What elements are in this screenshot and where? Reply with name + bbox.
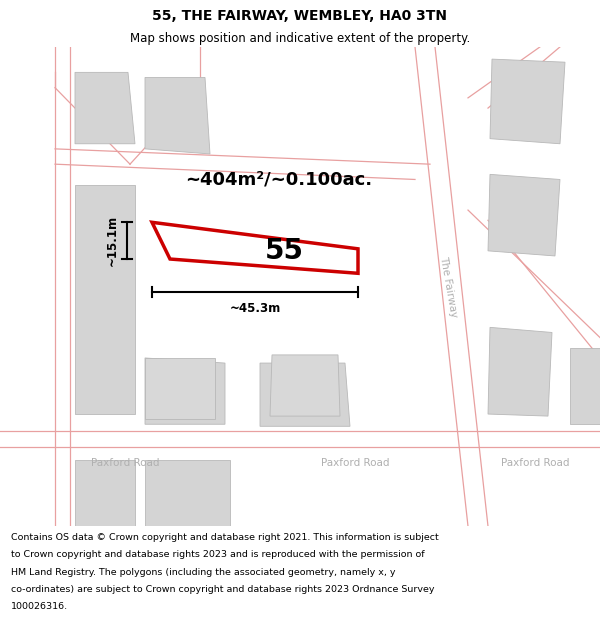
Text: to Crown copyright and database rights 2023 and is reproduced with the permissio: to Crown copyright and database rights 2… [11, 551, 424, 559]
Text: co-ordinates) are subject to Crown copyright and database rights 2023 Ordnance S: co-ordinates) are subject to Crown copyr… [11, 585, 434, 594]
Text: 55, THE FAIRWAY, WEMBLEY, HA0 3TN: 55, THE FAIRWAY, WEMBLEY, HA0 3TN [152, 9, 448, 23]
Text: Map shows position and indicative extent of the property.: Map shows position and indicative extent… [130, 32, 470, 45]
Text: HM Land Registry. The polygons (including the associated geometry, namely x, y: HM Land Registry. The polygons (includin… [11, 568, 395, 577]
Polygon shape [145, 460, 230, 526]
Polygon shape [270, 355, 340, 416]
Polygon shape [490, 59, 565, 144]
Text: ~404m²/~0.100ac.: ~404m²/~0.100ac. [185, 171, 372, 189]
Polygon shape [488, 328, 552, 416]
Polygon shape [145, 358, 215, 419]
Polygon shape [75, 72, 135, 144]
Text: Paxford Road: Paxford Road [321, 458, 389, 468]
Polygon shape [260, 363, 350, 426]
Polygon shape [488, 174, 560, 256]
Text: Paxford Road: Paxford Road [501, 458, 569, 468]
Polygon shape [145, 78, 210, 154]
Polygon shape [145, 358, 225, 424]
Polygon shape [75, 460, 135, 526]
Text: 55: 55 [265, 237, 304, 265]
Polygon shape [75, 184, 135, 414]
Text: ~15.1m: ~15.1m [106, 215, 119, 266]
Text: Paxford Road: Paxford Road [91, 458, 159, 468]
Text: The Fairway: The Fairway [437, 255, 458, 318]
Text: ~45.3m: ~45.3m [229, 302, 281, 315]
Text: 100026316.: 100026316. [11, 602, 68, 611]
Text: Contains OS data © Crown copyright and database right 2021. This information is : Contains OS data © Crown copyright and d… [11, 533, 439, 542]
Polygon shape [570, 348, 600, 424]
